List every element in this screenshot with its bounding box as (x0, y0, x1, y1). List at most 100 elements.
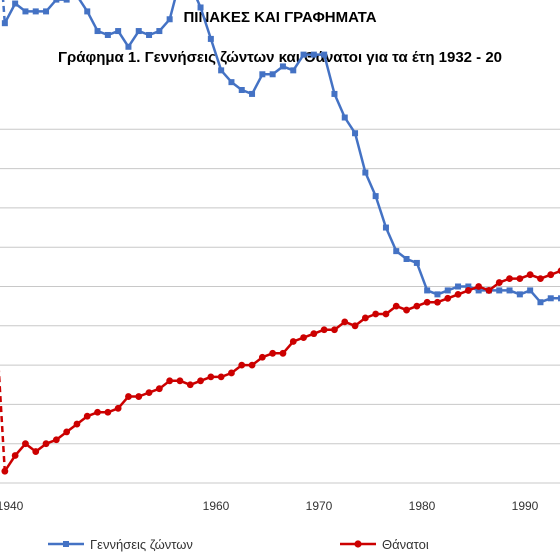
data-point (455, 283, 462, 290)
data-point (382, 224, 389, 231)
data-point (217, 373, 225, 381)
data-point (42, 440, 50, 448)
data-point (475, 283, 483, 290)
data-point (310, 330, 318, 338)
data-point (22, 440, 29, 448)
data-point (527, 287, 534, 294)
data-point (156, 28, 163, 35)
data-point (537, 299, 544, 306)
data-point (1, 20, 8, 27)
data-point (176, 377, 184, 385)
data-point (362, 169, 369, 176)
x-tick-label: 1970 (306, 499, 333, 513)
data-point (228, 79, 235, 86)
data-point (166, 377, 174, 385)
page-heading: ΠΙΝΑΚΕΣ ΚΑΙ ΓΡΑΦΗΜΑΤΑ (183, 9, 377, 26)
x-tick-label: 1990 (512, 499, 539, 513)
data-point (258, 353, 266, 361)
data-point (1, 467, 9, 475)
chart-gridlines (0, 128, 560, 484)
data-point (228, 369, 235, 377)
data-point (84, 8, 91, 15)
data-point (485, 287, 493, 294)
data-point (114, 404, 122, 412)
data-point (248, 361, 256, 369)
data-point (52, 436, 60, 444)
legend-label: Θάνατοι (382, 537, 429, 552)
data-point (321, 51, 328, 58)
data-point (557, 267, 560, 275)
data-point (547, 271, 555, 279)
data-point (135, 393, 143, 400)
data-point (259, 71, 266, 78)
data-point (269, 71, 276, 78)
data-point (32, 8, 39, 15)
data-point (413, 259, 420, 266)
data-point (104, 31, 111, 38)
data-point (341, 318, 349, 326)
data-point (186, 381, 194, 389)
data-point (12, 0, 19, 7)
data-point (207, 35, 214, 42)
data-point (403, 255, 410, 262)
data-point (125, 393, 132, 400)
data-point (320, 326, 328, 334)
x-axis: 19401960197019801990200020 (0, 499, 539, 513)
data-point (434, 291, 441, 298)
data-point (372, 310, 380, 318)
data-point (104, 408, 112, 416)
data-point (361, 314, 369, 322)
data-point (537, 275, 544, 283)
data-point (496, 287, 503, 294)
data-point (135, 28, 142, 35)
data-point (289, 338, 297, 345)
data-point (300, 334, 307, 341)
series-1 (1, 0, 560, 306)
series-line-dashed (1, 0, 7, 24)
data-point (506, 275, 513, 283)
data-point (94, 408, 101, 416)
data-point (166, 16, 173, 23)
x-tick-label: 1940 (0, 499, 24, 513)
data-point (310, 51, 317, 58)
data-point (32, 448, 40, 455)
data-point (238, 87, 245, 93)
data-point (464, 287, 472, 294)
data-point (454, 290, 462, 298)
data-point (352, 130, 359, 137)
data-point (146, 31, 153, 38)
data-point (63, 0, 70, 3)
data-point (475, 287, 482, 294)
data-point (516, 275, 524, 283)
data-point (341, 114, 348, 121)
data-point (249, 90, 256, 97)
data-point (558, 295, 560, 302)
x-tick-label: 1980 (409, 499, 436, 513)
data-point (393, 248, 400, 255)
data-point (155, 385, 163, 393)
data-point (63, 428, 71, 436)
data-point (279, 349, 287, 357)
data-point (413, 302, 421, 310)
data-point (83, 412, 91, 420)
data-point (331, 326, 338, 334)
x-tick-label: 1960 (203, 499, 230, 513)
data-point (424, 287, 431, 294)
legend-item: Θάνατοι (340, 537, 429, 552)
data-point (238, 361, 246, 369)
data-point (115, 28, 122, 35)
data-point (465, 283, 472, 290)
data-point (547, 295, 554, 302)
data-point (506, 287, 513, 294)
data-point (434, 298, 441, 306)
data-point (331, 90, 338, 97)
data-point (382, 310, 390, 318)
chart-title: Γράφημα 1. Γεννήσεις ζώντων και Θάνατοι … (57, 49, 503, 66)
legend-label: Γεννήσεις ζώντων (90, 537, 193, 552)
series-2 (0, 267, 560, 475)
data-point (207, 373, 215, 381)
data-point (351, 322, 359, 330)
data-point (290, 67, 297, 74)
data-point (145, 389, 153, 397)
